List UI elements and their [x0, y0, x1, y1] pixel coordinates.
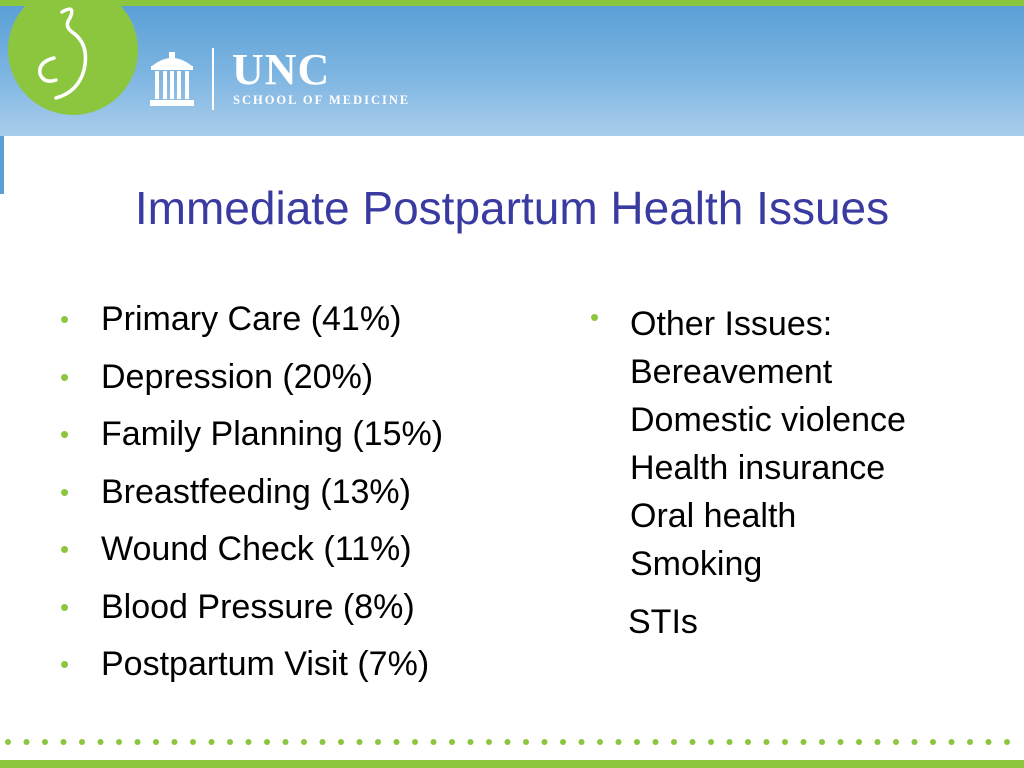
- list-item: • Depression (20%): [60, 349, 443, 407]
- list-item-text: Family Planning (15%): [101, 415, 444, 453]
- divider-dot: [911, 739, 918, 745]
- other-issue-item: Bereavement: [630, 353, 833, 391]
- divider-dot: [97, 739, 104, 745]
- divider-dot: [819, 739, 825, 745]
- divider-dot: [42, 739, 48, 745]
- divider-dot: [948, 739, 955, 745]
- slide-title: Immediate Postpartum Health Issues: [134, 182, 890, 234]
- divider-dot: [153, 739, 159, 745]
- divider-dot: [893, 739, 899, 745]
- divider-dot: [79, 739, 85, 745]
- divider-dot: [190, 739, 196, 745]
- bottom-accent-line: [0, 760, 1024, 768]
- divider-dot: [708, 739, 714, 745]
- divider-dot: [800, 739, 807, 745]
- bullet-icon: •: [60, 419, 70, 449]
- divider-dot: [23, 739, 30, 745]
- green-circle-logo-icon: [8, 0, 138, 115]
- bullet-icon: •: [60, 534, 70, 564]
- divider-dot: [375, 739, 381, 745]
- left-edge-strip: [0, 136, 4, 194]
- list-item-text: Blood Pressure (8%): [101, 587, 415, 626]
- divider-dot: [745, 739, 751, 745]
- list-item: • Postpartum Visit (7%): [60, 636, 443, 694]
- bullet-icon: •: [590, 302, 600, 332]
- divider-dot: [985, 739, 992, 745]
- divider-dot: [1004, 739, 1010, 745]
- divider-dot: [782, 739, 788, 745]
- divider-dot: [523, 739, 529, 745]
- list-item-text: Primary Care (41%): [101, 300, 402, 338]
- school-of-medicine-label: SCHOOL OF MEDICINE: [233, 93, 411, 107]
- divider-dot: [541, 739, 548, 745]
- divider-dot: [467, 739, 474, 745]
- divider-dot: [5, 739, 11, 745]
- divider-dot: [412, 739, 418, 745]
- divider-dot: [504, 739, 511, 745]
- other-issues-heading: Other Issues:: [630, 305, 833, 343]
- divider-dot: [578, 739, 585, 745]
- divider-dot: [560, 739, 566, 745]
- list-item: • Blood Pressure (8%): [60, 579, 443, 637]
- divider-dot: [689, 739, 696, 745]
- top-accent-line: [0, 0, 1024, 6]
- other-issues-block: • Other Issues: Bereavement Domestic vio…: [590, 300, 906, 646]
- divider-dot: [486, 739, 492, 745]
- divider-dot: [856, 739, 862, 745]
- bullet-icon: •: [60, 361, 70, 392]
- issues-list: • Primary Care (41%) • Depression (20%) • F…: [60, 291, 443, 694]
- divider-dot: [116, 739, 122, 745]
- list-item-text: Postpartum Visit (7%): [101, 645, 430, 683]
- other-issue-item: Smoking: [630, 545, 763, 583]
- bullet-icon: •: [60, 476, 70, 507]
- divider-dot: [134, 739, 141, 745]
- other-issue-item: Health insurance: [630, 449, 886, 487]
- divider-dot: [171, 739, 178, 745]
- divider-dot: [930, 739, 936, 745]
- divider-dot: [449, 739, 455, 745]
- list-item: • Wound Check (11%): [60, 521, 443, 579]
- list-item-text: Depression (20%): [101, 357, 374, 396]
- divider-dot: [319, 739, 326, 745]
- divider-dot: [338, 739, 344, 745]
- divider-dot: [763, 739, 770, 745]
- divider-dot: [874, 739, 881, 745]
- dotted-divider: [5, 739, 1010, 745]
- divider-dot: [301, 739, 307, 745]
- divider-dot: [967, 739, 973, 745]
- old-well-icon: [150, 52, 194, 106]
- list-item-text: Breastfeeding (13%): [101, 472, 411, 511]
- divider-dot: [597, 739, 603, 745]
- divider-dot: [245, 739, 252, 745]
- divider-dot: [356, 739, 363, 745]
- bullet-icon: •: [60, 591, 70, 622]
- divider-dot: [726, 739, 733, 745]
- divider-dot: [264, 739, 270, 745]
- list-item-text: Wound Check (11%): [101, 530, 412, 568]
- divider-dot: [652, 739, 659, 745]
- list-item: • Breastfeeding (13%): [60, 464, 443, 522]
- list-item: • Primary Care (41%): [60, 291, 443, 349]
- divider-dot: [430, 739, 437, 745]
- divider-dot: [634, 739, 640, 745]
- logo-divider: [212, 48, 214, 110]
- bullet-icon: •: [60, 304, 70, 334]
- divider-dot: [671, 739, 677, 745]
- divider-dot: [393, 739, 400, 745]
- divider-dot: [282, 739, 289, 745]
- divider-dot: [837, 739, 844, 745]
- divider-dot: [615, 739, 622, 745]
- divider-dot: [60, 739, 67, 745]
- unc-wordmark: UNC: [232, 45, 331, 94]
- other-issue-item: Domestic violence: [630, 401, 906, 439]
- other-issue-item: STIs: [628, 603, 698, 641]
- unc-logo: [148, 48, 438, 114]
- other-issue-item: Oral health: [630, 497, 797, 535]
- list-item: • Family Planning (15%): [60, 406, 443, 464]
- divider-dot: [208, 739, 215, 745]
- divider-dot: [227, 739, 233, 745]
- bullet-icon: •: [60, 649, 70, 679]
